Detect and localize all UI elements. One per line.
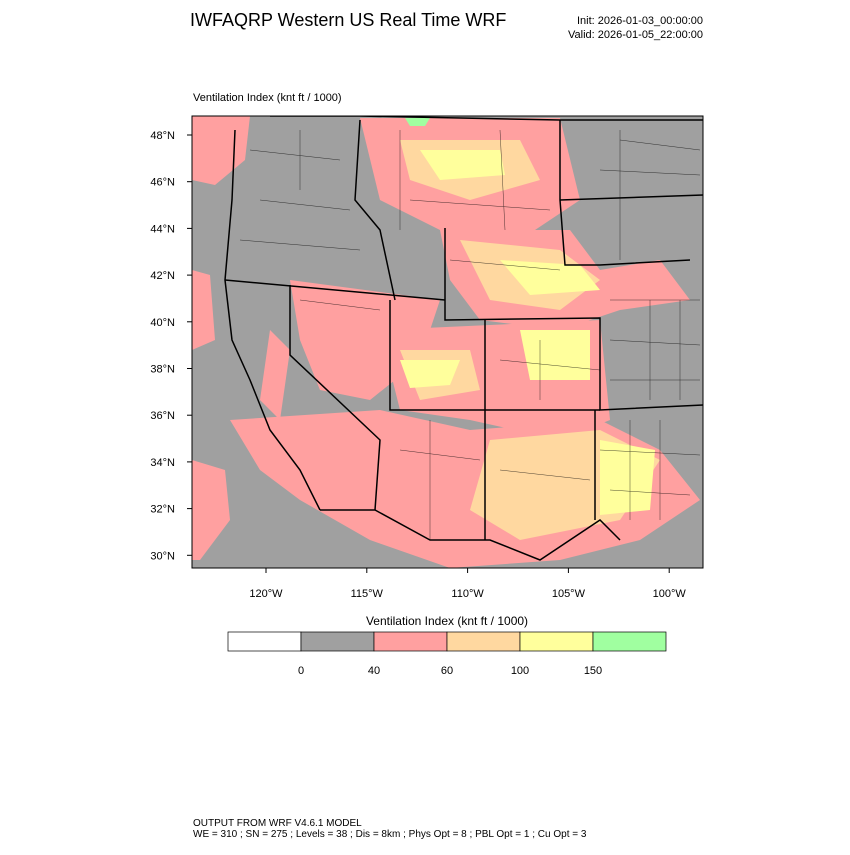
colorbar-box — [592, 631, 667, 652]
field-blob-green — [405, 118, 430, 126]
colorbar-box — [227, 631, 302, 652]
colorbar-box — [446, 631, 521, 652]
init-time: Init: 2026-01-03_00:00:00 — [577, 15, 703, 27]
lat-label: 48°N — [150, 130, 175, 142]
colorbar: 0 40 60 100 150 — [227, 631, 667, 677]
lon-label: 110°W — [451, 588, 484, 600]
map-frame — [191, 115, 704, 569]
lon-label: 115°W — [351, 588, 384, 600]
field-label: Ventilation Index (knt ft / 1000) — [193, 92, 342, 104]
colorbar-title: Ventilation Index (knt ft / 1000) — [366, 614, 528, 628]
colorbar-label: 0 — [298, 665, 304, 677]
footer-line: WE = 310 ; SN = 275 ; Levels = 38 ; Dis … — [193, 829, 587, 840]
map-axes: 48°N 46°N 44°N 42°N 40°N 38°N 36°N 34°N 32°N 30°N… — [150, 130, 686, 600]
lon-label: 100°W — [653, 588, 687, 600]
lat-label: 34°N — [150, 457, 175, 469]
map — [191, 115, 704, 569]
colorbar-label: 60 — [441, 665, 453, 677]
footer-line: OUTPUT FROM WRF V4.6.1 MODEL — [193, 818, 362, 829]
lat-label: 42°N — [150, 270, 175, 282]
lat-label: 38°N — [150, 364, 175, 376]
lat-label: 44°N — [150, 223, 175, 235]
field-blobs-3 — [400, 150, 655, 515]
lat-label: 32°N — [150, 504, 175, 516]
lat-label: 46°N — [150, 177, 175, 189]
lon-label: 105°W — [552, 588, 586, 600]
colorbar-box — [373, 631, 448, 652]
county-borders — [239, 129, 701, 540]
colorbar-label: 40 — [368, 665, 380, 677]
lon-label: 120°W — [249, 588, 283, 600]
colorbar-label: 100 — [511, 665, 529, 677]
colorbar-box — [519, 631, 594, 652]
lat-label: 40°N — [150, 317, 175, 329]
valid-time: Valid: 2026-01-05_22:00:00 — [568, 29, 703, 41]
lat-label: 30°N — [150, 550, 175, 562]
lat-label: 36°N — [150, 410, 175, 422]
title: IWFAQRP Western US Real Time WRF — [190, 10, 506, 30]
colorbar-label: 150 — [584, 665, 602, 677]
state-borders — [224, 116, 703, 561]
colorbar-box — [300, 631, 375, 652]
